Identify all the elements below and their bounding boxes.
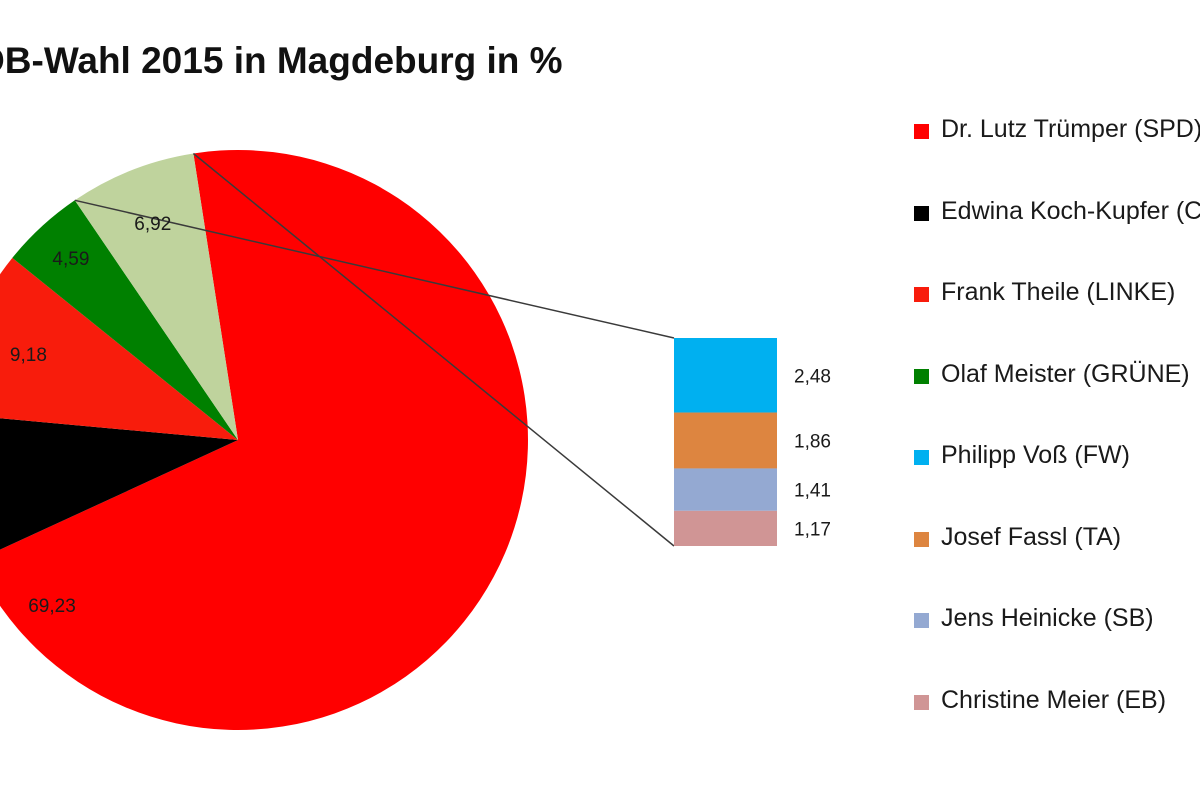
breakout-connectors [74,152,675,547]
pie-slice-edwina-koch-kupfer-cdu [0,418,238,550]
pie-slice-dr-lutz-tr-mper-spd [0,150,528,730]
connector-line-bottom [192,152,675,547]
legend-item-edwina-koch-kupfer-cdu: Edwina Koch-Kupfer (CDU) [914,194,1200,276]
data-label-olaf-meister-gr-ne: 4,59 [52,249,89,270]
data-label-jens-heinicke-sb: 1,41 [794,481,831,502]
pie-slice-olaf-meister-gr-ne [12,200,238,440]
legend-swatch [914,287,929,302]
legend-label: Philipp Voß (FW) [941,441,1130,469]
legend-label: Josef Fassl (TA) [941,522,1122,551]
breakout-stack [674,338,777,546]
legend-label: Jens Heinicke (SB) [941,604,1154,632]
chart-title: OB-Wahl 2015 in Magdeburg in % [0,40,563,81]
legend-label: Frank Theile (LINKE) [941,278,1176,306]
data-label-dr-lutz-tr-mper-spd: 69,23 [28,596,76,617]
legend-label: Olaf Meister (GRÜNE) [941,359,1190,388]
data-label-frank-theile-linke: 9,18 [10,345,47,366]
data-labels: 69,23 9,18 4,59 6,92 2,48 1,86 1,41 1,17 [10,214,831,617]
legend-item-frank-theile-linke: Frank Theile (LINKE) [914,275,1200,357]
legend-item-jens-heinicke-sb: Jens Heinicke (SB) [914,601,1200,683]
legend-swatch [914,613,929,628]
breakout-segment-christine-meier-eb [674,510,777,546]
legend-label: Edwina Koch-Kupfer (CDU) [941,196,1200,225]
legend-swatch [914,368,929,384]
pie-slices [0,150,528,730]
legend-item-philipp-vo-fw: Philipp Voß (FW) [914,438,1200,520]
breakout-segment-jens-heinicke-sb [674,468,777,511]
breakout-segment-josef-fassl-ta [674,412,777,469]
data-label-philipp-vo-fw: 2,48 [794,366,831,387]
legend-swatch [914,124,929,139]
pie-slice-frank-theile-linke [0,257,238,440]
legend-swatch [914,450,929,465]
legend-swatch [914,205,929,221]
data-label-josef-fassl-ta: 1,86 [794,432,831,453]
legend-item-christine-meier-eb: Christine Meier (EB) [914,683,1200,765]
legend-item-dr-lutz-tr-mper-spd: Dr. Lutz Trümper (SPD) [914,112,1200,194]
legend-item-olaf-meister-gr-ne: Olaf Meister (GRÜNE) [914,357,1200,439]
legend-swatch [914,694,929,710]
legend-label: Christine Meier (EB) [941,685,1167,714]
breakout-segment-philipp-vo-fw [674,338,777,413]
connector-line-top [74,199,675,339]
data-label-sonstige: 6,92 [134,214,171,235]
pie-slice-sonstige [74,153,238,440]
legend-swatch [914,531,929,547]
legend-item-josef-fassl-ta: Josef Fassl (TA) [914,520,1200,602]
legend: Dr. Lutz Trümper (SPD) Edwina Koch-Kupfer… [914,112,1200,764]
data-label-christine-meier-eb: 1,17 [794,519,831,540]
legend-label: Dr. Lutz Trümper (SPD) [941,115,1200,143]
